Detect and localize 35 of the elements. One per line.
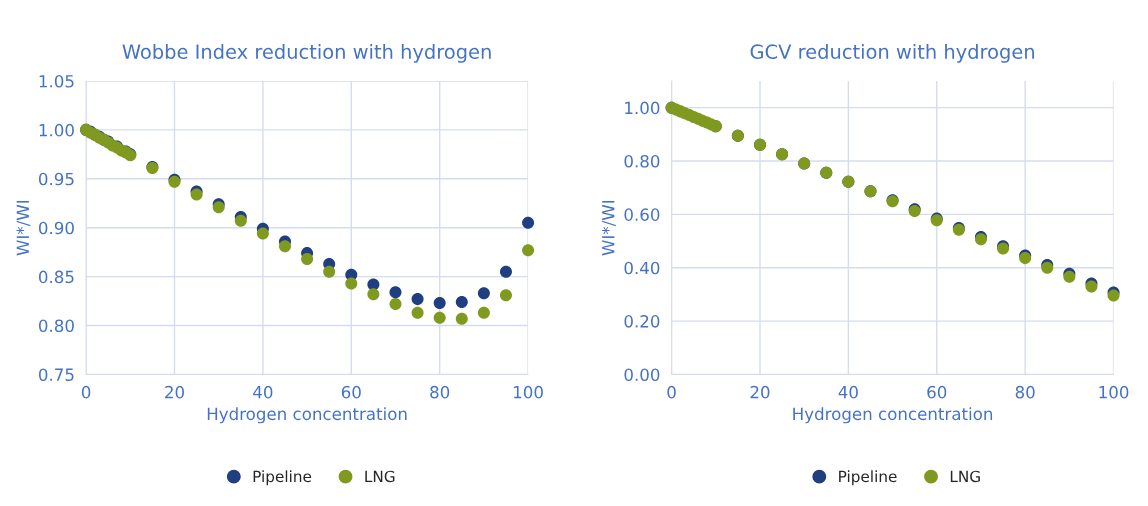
y-tick-label: 0.80 [38, 319, 74, 333]
y-tick-label: 0.75 [38, 368, 74, 382]
y-tick-label: 0.80 [624, 154, 660, 168]
chart-title: Wobbe Index reduction with hydrogen [122, 43, 491, 63]
y-axis-title: WI*/WI [601, 200, 616, 256]
x-tick-label: 20 [750, 385, 770, 399]
y-tick-label: 0.90 [38, 221, 74, 235]
legend-label: LNG [365, 470, 395, 483]
legend-label: Pipeline [253, 470, 312, 486]
x-tick-label: 0 [667, 385, 676, 399]
x-tick-label: 20 [165, 385, 184, 399]
legend-label: Pipeline [839, 470, 897, 486]
y-tick-label: 0.95 [38, 172, 74, 186]
x-axis-title: Hydrogen concentration [207, 407, 407, 424]
x-tick-label: 80 [1015, 385, 1035, 399]
x-tick-label: 100 [514, 385, 543, 399]
y-tick-label: 0.85 [38, 270, 74, 284]
x-tick-label: 0 [81, 385, 91, 399]
x-tick-label: 60 [927, 385, 947, 399]
x-tick-label: 40 [253, 385, 273, 399]
chart-title: GCV reduction with hydrogen [750, 43, 1034, 63]
x-axis-title: Hydrogen concentration [793, 407, 993, 424]
x-tick-label: 60 [341, 385, 361, 399]
y-tick-label: 1.00 [39, 123, 74, 137]
y-axis-title: WI*/WI [16, 200, 31, 256]
x-tick-label: 100 [1099, 385, 1129, 399]
y-tick-label: 0.60 [624, 208, 660, 221]
y-tick-label: 0.20 [624, 315, 660, 328]
legend-label: LNG [950, 470, 980, 483]
y-tick-label: 1.05 [39, 74, 74, 88]
y-tick-label: 0.40 [624, 261, 660, 275]
y-tick-label: 0.00 [624, 368, 660, 382]
x-tick-label: 80 [430, 385, 450, 399]
x-tick-label: 40 [838, 385, 858, 399]
y-tick-label: 1.00 [625, 101, 660, 115]
